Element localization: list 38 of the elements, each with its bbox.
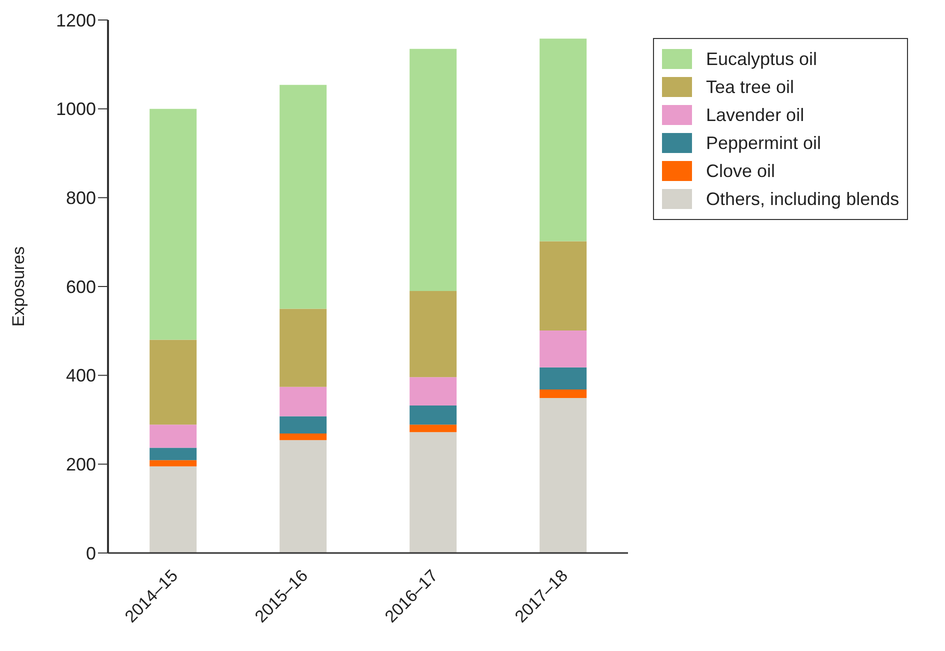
legend-label: Tea tree oil	[706, 76, 794, 98]
y-tick-label: 1200	[56, 10, 96, 30]
bar	[540, 330, 587, 368]
legend-label: Peppermint oil	[706, 132, 822, 154]
legend-label: Clove oil	[706, 160, 776, 182]
y-tick-label: 400	[66, 366, 96, 386]
y-tick-label: 0	[86, 543, 96, 564]
bar	[540, 38, 587, 242]
bar	[150, 460, 197, 466]
bar	[410, 432, 457, 553]
bar	[540, 241, 587, 330]
bar	[150, 340, 197, 425]
bar	[150, 448, 197, 460]
bar	[540, 398, 587, 553]
y-tick-label: 1000	[56, 99, 96, 120]
bar	[540, 367, 587, 390]
bar	[150, 108, 197, 340]
bar	[150, 466, 197, 553]
bar	[410, 48, 457, 291]
bar	[540, 390, 587, 398]
y-tick-label: 600	[66, 276, 96, 297]
bar	[150, 424, 197, 448]
bar	[410, 290, 457, 378]
y-tick-label: 800	[66, 188, 96, 208]
bar	[280, 416, 327, 434]
bar	[410, 406, 457, 425]
bar	[280, 84, 327, 309]
legend-label: Others, including blends	[706, 188, 900, 210]
bar	[280, 440, 327, 553]
y-axis-title: Exposures	[9, 246, 28, 327]
y-tick-label: 200	[66, 454, 96, 475]
bar	[410, 377, 457, 406]
bar	[280, 386, 327, 416]
bar	[410, 424, 457, 432]
bar	[280, 308, 327, 387]
legend-label: Lavender oil	[706, 104, 804, 126]
bar	[280, 434, 327, 440]
legend-label: Eucalyptus oil	[706, 48, 818, 70]
